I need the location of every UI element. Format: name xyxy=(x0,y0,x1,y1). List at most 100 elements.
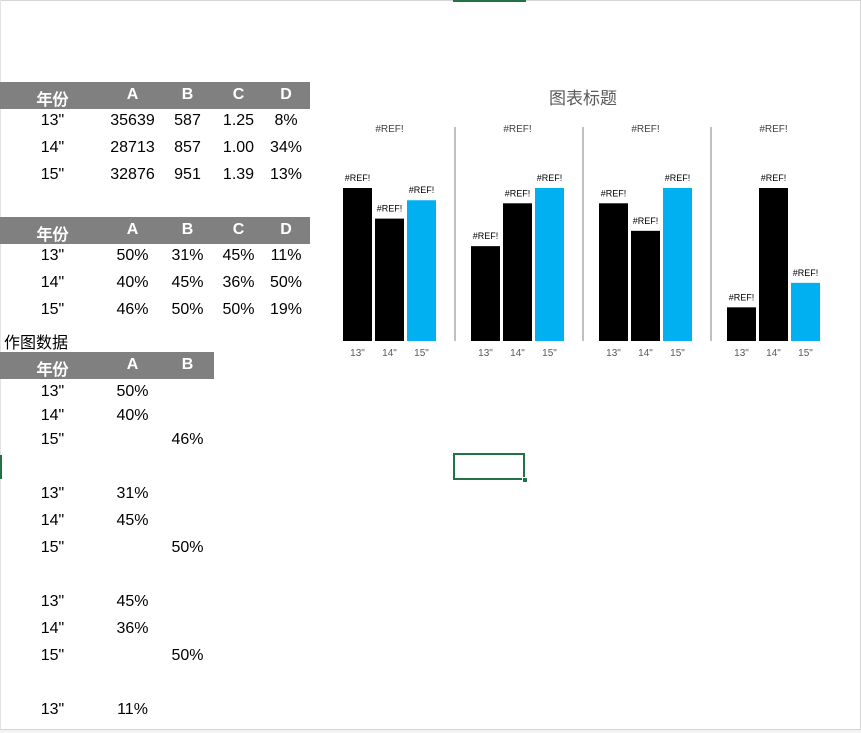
cell[interactable]: 50% xyxy=(171,301,204,318)
table1-row: 13" 35639 587 1.25 8% xyxy=(0,109,310,136)
group-label: #REF! xyxy=(503,124,531,135)
cell[interactable]: 45% xyxy=(171,274,204,291)
cell[interactable]: 14" xyxy=(40,139,65,156)
tick-label: 14" xyxy=(510,348,525,359)
cell[interactable]: 36% xyxy=(222,274,255,291)
table1-header-a[interactable]: A xyxy=(126,86,139,103)
data-label: #REF! xyxy=(633,216,659,226)
cell[interactable]: 13" xyxy=(40,383,65,400)
tick-label: 13" xyxy=(478,348,493,359)
bar xyxy=(471,246,500,341)
table1-header-b[interactable]: B xyxy=(181,86,194,103)
cell[interactable]: 15" xyxy=(40,539,65,556)
cell[interactable]: 13" xyxy=(40,701,65,718)
cell[interactable]: 50% xyxy=(171,647,204,664)
cell[interactable]: 45% xyxy=(222,247,255,264)
bar xyxy=(759,188,788,341)
cell[interactable]: 46% xyxy=(171,431,204,448)
cell[interactable]: 14" xyxy=(40,407,65,424)
cell[interactable]: 14" xyxy=(40,512,65,529)
table2-header-d[interactable]: D xyxy=(280,221,292,238)
cell[interactable]: 1.39 xyxy=(222,166,255,183)
cell[interactable]: 14" xyxy=(40,274,65,291)
table3-header-b[interactable]: B xyxy=(181,356,194,373)
table3-row: 15" 46% xyxy=(0,429,214,453)
table2-row: 13" 50% 31% 45% 11% xyxy=(0,244,310,271)
cell[interactable]: 15" xyxy=(40,301,65,318)
cell[interactable]: 34% xyxy=(269,139,303,156)
plot-data-label[interactable]: 作图数据 xyxy=(4,335,69,352)
tick-label: 13" xyxy=(734,348,749,359)
cell[interactable]: 13" xyxy=(40,485,65,502)
table3-row: 14" 40% xyxy=(0,405,214,429)
data-label: #REF! xyxy=(377,204,403,214)
bar xyxy=(343,188,372,341)
cell[interactable]: 28713 xyxy=(110,139,155,156)
cell[interactable]: 32876 xyxy=(110,166,155,183)
cell[interactable]: 35639 xyxy=(110,112,155,129)
cell[interactable]: 11% xyxy=(270,247,302,264)
cell[interactable]: 15" xyxy=(40,431,65,448)
fill-handle[interactable] xyxy=(522,477,528,483)
table1-header: 年份 A B C D xyxy=(0,82,310,109)
cell[interactable]: 13" xyxy=(40,112,65,129)
data-label: #REF! xyxy=(537,173,563,183)
chart-title[interactable]: 图表标题 xyxy=(549,89,617,108)
cell[interactable]: 36% xyxy=(116,620,149,637)
group-label: #REF! xyxy=(631,124,659,135)
table3-row: 14" 45% xyxy=(0,510,214,534)
table3-row: 13" 50% xyxy=(0,381,214,405)
cell[interactable]: 1.00 xyxy=(222,139,255,156)
cell[interactable]: 50% xyxy=(171,539,204,556)
table1-header-d[interactable]: D xyxy=(280,86,292,103)
cell[interactable]: 45% xyxy=(116,593,149,610)
tick-label: 15" xyxy=(670,348,685,359)
table3-row: 13" 11% xyxy=(0,699,214,723)
data-label: #REF! xyxy=(665,173,691,183)
table3-header-year[interactable]: 年份 xyxy=(36,362,69,379)
table3-row: 14" 36% xyxy=(0,618,214,642)
table2-header-c[interactable]: C xyxy=(232,221,245,238)
cell[interactable]: 951 xyxy=(174,166,201,183)
bar xyxy=(663,188,692,341)
cell[interactable]: 15" xyxy=(40,647,65,664)
tick-label: 13" xyxy=(350,348,365,359)
cell[interactable]: 11% xyxy=(117,701,148,718)
table2-header-b[interactable]: B xyxy=(181,221,194,238)
tick-label: 14" xyxy=(638,348,653,359)
table2-header-year[interactable]: 年份 xyxy=(36,227,69,244)
data-label: #REF! xyxy=(345,173,371,183)
cell[interactable]: 31% xyxy=(171,247,204,264)
table3-header-a[interactable]: A xyxy=(126,356,139,373)
data-label: #REF! xyxy=(601,188,627,198)
table2-header-a[interactable]: A xyxy=(126,221,139,238)
cell[interactable]: 50% xyxy=(222,301,255,318)
cell[interactable]: 45% xyxy=(116,512,149,529)
cell[interactable]: 13% xyxy=(269,166,303,183)
cell[interactable]: 50% xyxy=(116,247,149,264)
cell[interactable]: 14" xyxy=(40,620,65,637)
cell[interactable]: 46% xyxy=(116,301,149,318)
table3-header: 年份 A B xyxy=(0,352,214,379)
cell[interactable]: 13" xyxy=(40,247,65,264)
tick-label: 15" xyxy=(542,348,557,359)
cell[interactable]: 19% xyxy=(269,301,303,318)
cell[interactable]: 587 xyxy=(174,112,201,129)
cell[interactable]: 50% xyxy=(269,274,303,291)
cell[interactable]: 13" xyxy=(40,593,65,610)
cell[interactable]: 8% xyxy=(274,112,298,129)
table1-header-c[interactable]: C xyxy=(232,86,245,103)
cell[interactable]: 40% xyxy=(116,274,149,291)
cell[interactable]: 40% xyxy=(116,407,149,424)
cell[interactable]: 1.25 xyxy=(222,112,255,129)
active-cell[interactable] xyxy=(453,453,525,480)
column-chart[interactable]: 图表标题 #REF! #REF! 13" #REF! 14" #REF! 15" #REF! #… xyxy=(330,80,840,370)
table1-header-year[interactable]: 年份 xyxy=(36,92,69,109)
cell[interactable]: 857 xyxy=(174,139,201,156)
bar xyxy=(503,203,532,341)
selected-column-indicator xyxy=(453,0,526,2)
cell[interactable]: 50% xyxy=(116,383,149,400)
cell[interactable]: 31% xyxy=(116,485,149,502)
cell[interactable]: 15" xyxy=(40,166,65,183)
